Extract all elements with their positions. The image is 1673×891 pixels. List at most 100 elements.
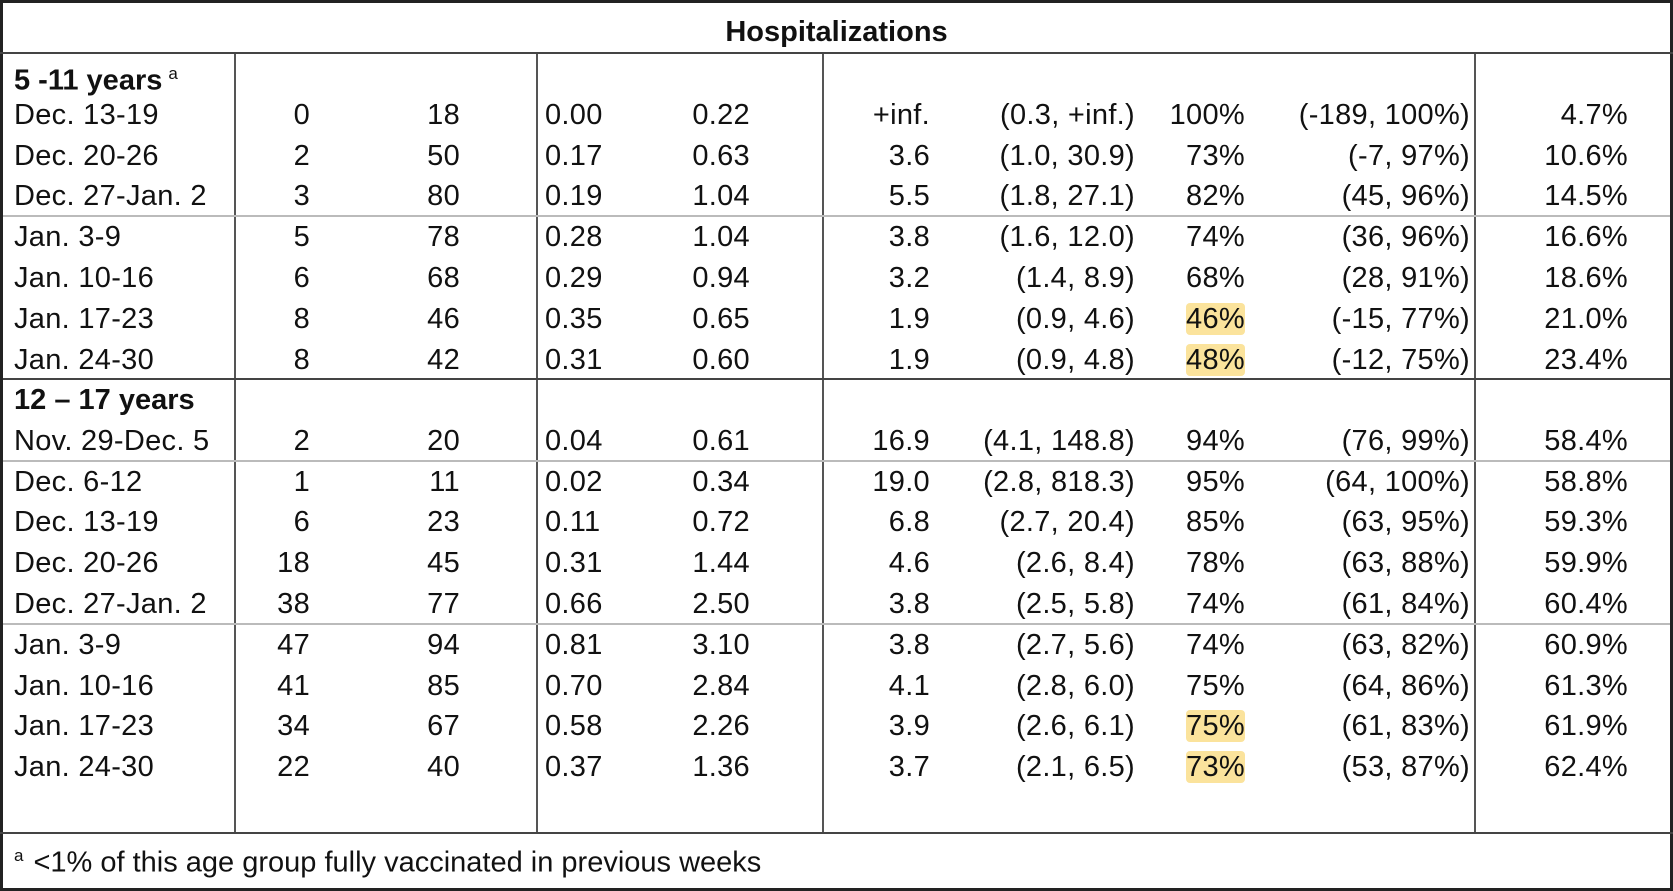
- value-cell: 0.29: [545, 258, 645, 298]
- value-cell: (1.4, 8.9): [950, 258, 1135, 298]
- cell-text: 18: [427, 98, 460, 131]
- value-cell: 8: [240, 340, 310, 380]
- value-cell: 3.7: [820, 747, 930, 787]
- value-cell: 94: [370, 625, 460, 665]
- value-cell: 23.4%: [1485, 340, 1628, 380]
- value-cell: 94%: [1140, 421, 1245, 461]
- cell-text: 73%: [1186, 751, 1245, 784]
- cell-text: 4.6: [888, 547, 930, 580]
- value-cell: 1.36: [655, 747, 750, 787]
- cell-text: 1.9: [888, 343, 930, 376]
- group-divider: [3, 622, 1670, 625]
- cell-text: 0.11: [545, 506, 601, 539]
- value-cell: 20: [370, 421, 460, 461]
- cell-text: 59.3%: [1544, 506, 1628, 539]
- cell-text: 4.7%: [1560, 98, 1628, 131]
- value-cell: 5: [240, 217, 310, 257]
- cell-text: 10.6%: [1544, 139, 1628, 172]
- section-label: 5 -11 years: [14, 64, 163, 97]
- cell-text: Dec. 13-19: [14, 506, 159, 539]
- value-cell: 0.60: [655, 340, 750, 380]
- cell-text: 0.22: [692, 98, 750, 131]
- cell-text: 59.9%: [1544, 547, 1628, 580]
- cell-text: 0.94: [692, 262, 750, 294]
- cell-text: 0.65: [692, 302, 750, 335]
- cell-text: 48%: [1186, 343, 1245, 376]
- cell-text: 0.34: [692, 465, 750, 498]
- cell-text: 85: [427, 669, 460, 702]
- value-cell: (45, 96%): [1255, 176, 1470, 216]
- cell-text: 82%: [1186, 180, 1245, 213]
- cell-text: 58.8%: [1544, 465, 1628, 498]
- value-cell: 2.84: [655, 666, 750, 706]
- value-cell: 85: [370, 666, 460, 706]
- value-cell: (64, 86%): [1255, 666, 1470, 706]
- value-cell: (0.9, 4.8): [950, 340, 1135, 380]
- value-cell: 61.9%: [1485, 706, 1628, 746]
- footnote-marker: a: [14, 846, 24, 865]
- cell-text: (61, 84%): [1341, 588, 1470, 620]
- cell-text: 61.3%: [1544, 669, 1628, 702]
- cell-text: 3.2: [888, 262, 930, 294]
- value-cell: 1.9: [820, 340, 930, 380]
- cell-text: (1.8, 27.1): [999, 180, 1135, 213]
- cell-text: 8: [293, 302, 310, 335]
- section-label: 12 – 17 years: [14, 384, 195, 416]
- value-cell: 40: [370, 747, 460, 787]
- value-cell: 0: [240, 95, 310, 135]
- cell-text: (2.1, 6.5): [1015, 751, 1135, 784]
- value-cell: 19.0: [820, 462, 930, 502]
- cell-text: 3.7: [888, 751, 930, 784]
- value-cell: 0.63: [655, 136, 750, 176]
- cell-text: 0.60: [692, 343, 750, 376]
- cell-text: 45: [427, 547, 460, 580]
- value-cell: 85%: [1140, 502, 1245, 542]
- value-cell: 47: [240, 625, 310, 665]
- cell-text: 0.72: [692, 506, 750, 539]
- cell-text: 8: [293, 343, 310, 376]
- cell-text: 1.04: [692, 221, 750, 254]
- cell-text: 46%: [1186, 302, 1245, 335]
- period-cell: Jan. 24-30: [14, 747, 224, 787]
- value-cell: 68: [370, 258, 460, 298]
- period-cell: Jan. 17-23: [14, 299, 224, 339]
- cell-text: 34: [277, 710, 310, 743]
- cell-text: 0.04: [545, 424, 603, 457]
- cell-text: (1.6, 12.0): [999, 221, 1135, 254]
- value-cell: 45: [370, 543, 460, 583]
- value-cell: 95%: [1140, 462, 1245, 502]
- cell-text: 94%: [1186, 424, 1245, 457]
- cell-text: 20: [427, 424, 460, 457]
- value-cell: 2.26: [655, 706, 750, 746]
- cell-text: 3.10: [692, 628, 750, 661]
- frame-right: [1670, 0, 1673, 891]
- value-cell: 0.04: [545, 421, 645, 461]
- value-cell: 1.04: [655, 176, 750, 216]
- value-cell: 8: [240, 299, 310, 339]
- cell-text: 0.63: [692, 139, 750, 172]
- cell-text: 16.9: [872, 424, 930, 457]
- cell-text: (0.3, +inf.): [1000, 98, 1135, 131]
- value-cell: 73%: [1140, 747, 1245, 787]
- cell-text: (28, 91%): [1341, 262, 1470, 294]
- cell-text: 95%: [1186, 465, 1245, 498]
- cell-text: 1.36: [692, 751, 750, 784]
- value-cell: 0.31: [545, 543, 645, 583]
- cell-text: Dec. 27-Jan. 2: [14, 180, 207, 213]
- cell-text: 1.44: [692, 547, 750, 580]
- value-cell: 77: [370, 584, 460, 624]
- cell-text: 50: [427, 139, 460, 172]
- value-cell: (1.6, 12.0): [950, 217, 1135, 257]
- value-cell: 4.7%: [1485, 95, 1628, 135]
- column-divider: [234, 54, 236, 832]
- value-cell: 0.17: [545, 136, 645, 176]
- cell-text: 46: [427, 302, 460, 335]
- value-cell: 3.6: [820, 136, 930, 176]
- value-cell: 58.4%: [1485, 421, 1628, 461]
- cell-text: 21.0%: [1544, 302, 1628, 335]
- period-cell: Dec. 27-Jan. 2: [14, 176, 224, 216]
- title-divider: [0, 52, 1673, 54]
- cell-text: 1.9: [888, 302, 930, 335]
- cell-text: Jan. 3-9: [14, 221, 122, 254]
